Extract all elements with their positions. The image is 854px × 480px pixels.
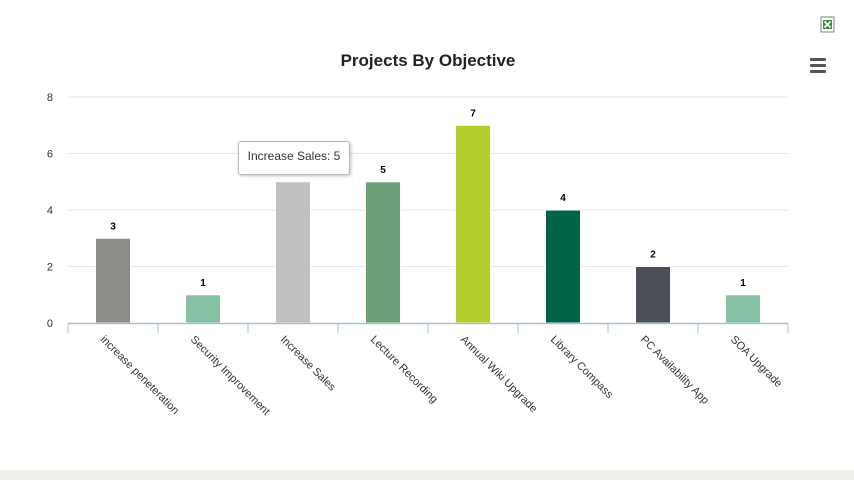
- y-tick-label: 0: [47, 318, 53, 330]
- y-tick-label: 4: [47, 205, 53, 217]
- bar[interactable]: [635, 266, 671, 324]
- gridlines: [68, 96, 788, 267]
- category-label: Annual Wiki Upgrade: [458, 334, 540, 416]
- y-tick-label: 2: [47, 262, 53, 274]
- category-labels: increase peneteration Security Improvemen…: [98, 334, 784, 418]
- data-label: 3: [110, 221, 116, 232]
- bar[interactable]: [455, 124, 491, 324]
- excel-export-icon[interactable]: [820, 16, 836, 33]
- category-label: PC Availability App: [638, 334, 711, 407]
- category-label: Library Compass: [548, 334, 616, 402]
- data-labels: 31557421: [110, 108, 746, 289]
- bars[interactable]: [95, 124, 761, 324]
- footer-strip: [0, 470, 854, 480]
- x-axis: [67, 322, 789, 333]
- category-label: increase peneteration: [98, 334, 181, 417]
- data-label: 4: [560, 193, 566, 204]
- data-label: 2: [650, 250, 656, 261]
- data-label: 1: [200, 278, 206, 289]
- bar[interactable]: [95, 237, 131, 324]
- bar[interactable]: [185, 294, 221, 324]
- bar-tooltip: Increase Sales: 5: [238, 141, 350, 175]
- chart-title: Projects By Objective: [341, 51, 516, 70]
- bar[interactable]: [545, 209, 581, 324]
- bar[interactable]: [365, 181, 401, 324]
- category-label: Security Improvement: [188, 334, 272, 418]
- category-label: SOA Upgrade: [728, 334, 784, 390]
- hamburger-menu-icon[interactable]: [807, 54, 831, 78]
- y-tick-label: 8: [47, 92, 53, 104]
- data-label: 5: [380, 165, 386, 176]
- data-label: 1: [740, 278, 746, 289]
- category-label: Lecture Recording: [368, 334, 440, 406]
- category-label: Increase Sales: [278, 334, 338, 394]
- y-axis-ticks: 0 2 4 6 8: [47, 92, 53, 330]
- y-tick-label: 6: [47, 149, 53, 161]
- data-label: 7: [470, 108, 476, 119]
- bar[interactable]: [725, 294, 761, 324]
- bar[interactable]: [275, 181, 311, 324]
